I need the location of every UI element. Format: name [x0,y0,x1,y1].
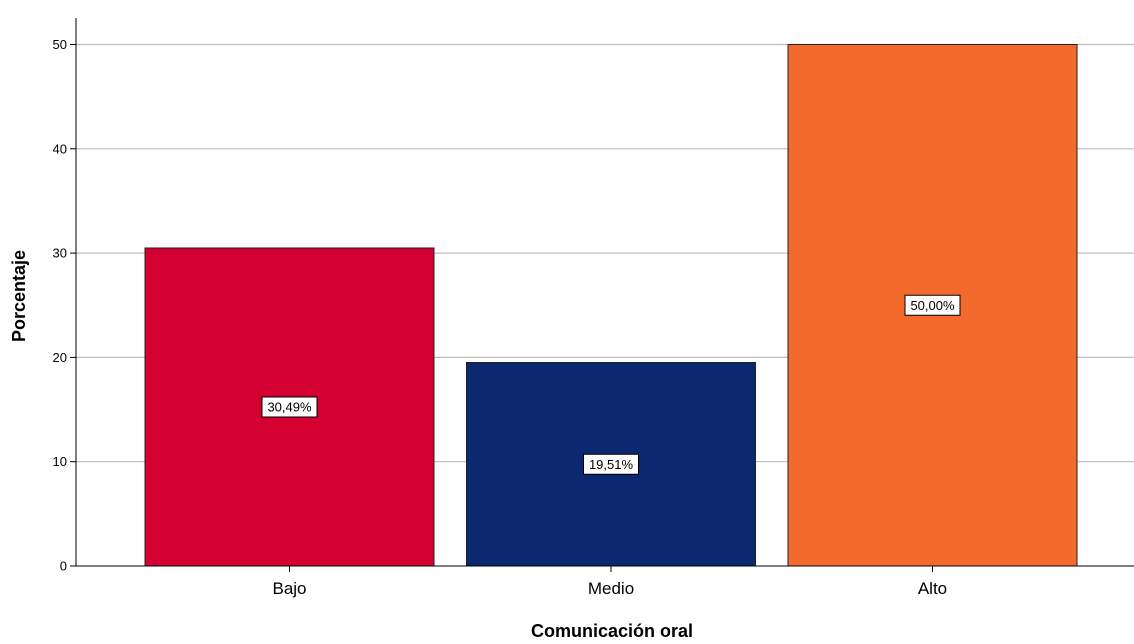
y-tick-label: 10 [53,454,67,469]
y-tick-label: 30 [53,246,67,261]
data-labels: 30,49% 19,51% 50,00% [261,294,961,475]
data-label: 50,00% [910,298,955,313]
y-tick-label: 0 [60,559,67,574]
y-tick-label: 20 [53,350,67,365]
bars [144,44,1078,567]
x-axis-title: Comunicación oral [531,621,693,641]
x-tick-label: Bajo [272,579,306,598]
data-label-box [261,396,318,418]
axes [75,18,1134,567]
data-label: 19,51% [589,457,634,472]
x-tick-label: Medio [588,579,634,598]
x-tick-label: Alto [918,579,947,598]
y-tick-label: 40 [53,141,67,156]
data-label-box [904,294,961,316]
y-tick-label: 50 [53,37,67,52]
y-axis-title: Porcentaje [9,250,29,342]
data-label: 30,49% [267,399,312,414]
data-label-box [583,453,639,475]
y-tick-labels: 0 10 20 30 40 50 [53,37,76,574]
x-tick-labels: Bajo Medio Alto [272,566,947,598]
